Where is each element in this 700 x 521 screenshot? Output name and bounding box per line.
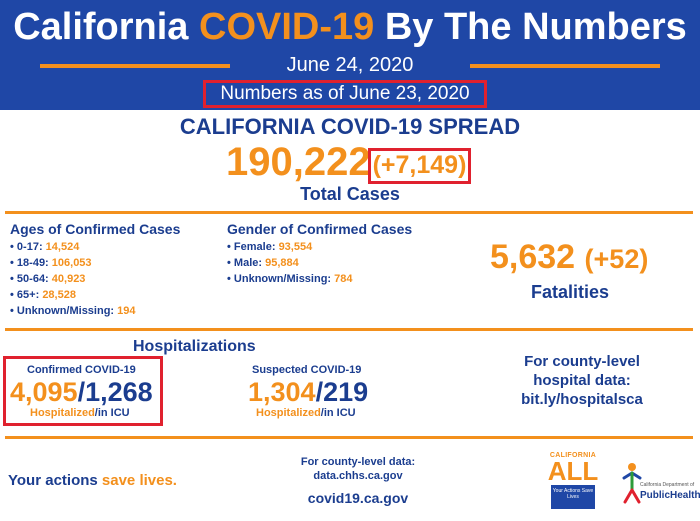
list-item: • 0-17: 14,524 [10,241,80,253]
divider-middle [5,328,693,331]
confirmed-numbers: 4,095/1,268 [10,377,153,407]
county-hospital-line2: hospital data: [533,372,631,389]
california-all-logo-word: ALL [547,456,599,486]
list-item: • Female: 93,554 [227,241,313,253]
total-cases-label: Total Cases [300,184,400,204]
gender-title: Gender of Confirmed Cases [227,221,413,237]
list-item: • Unknown/Missing: 784 [227,273,353,285]
county-hospital-info: For county-level hospital data: bit.ly/h… [496,352,668,409]
california-all-logo-box: Your Actions Save Lives [551,485,595,509]
list-item: • Unknown/Missing: 194 [10,305,136,317]
suspected-numbers: 1,304/219 [248,377,369,407]
list-item: • 65+: 28,528 [10,289,76,301]
header-rule-left [40,64,230,68]
fatalities-number: 5,632 (+52) [490,238,649,276]
fatalities-delta: (+52) [584,244,649,274]
divider-bottom [5,436,693,439]
list-item: • 50-64: 40,923 [10,273,86,285]
as-of-date: Numbers as of June 23, 2020 [203,80,487,108]
county-data-link[interactable]: data.chhs.ca.gov [313,470,403,482]
county-hospital-line1: For county-level [524,353,640,370]
title-suffix: By The Numbers [374,6,687,48]
hospitalizations-title: Hospitalizations [133,338,256,355]
california-all-logo: CALIFORNIA ALL Your Actions Save Lives [547,452,599,512]
header-rule-right [470,64,660,68]
county-data-info: For county-level data: data.chhs.ca.gov [288,455,428,483]
county-data-line1: For county-level data: [300,456,416,468]
page-title: California COVID-19 By The Numbers [0,6,700,49]
title-prefix: California [13,6,199,48]
public-health-figure-icon [622,463,642,504]
covid-site-link[interactable]: covid19.ca.gov [307,490,409,506]
county-hospital-link[interactable]: bit.ly/hospitalsca [521,391,643,408]
divider-top [5,211,693,214]
list-item: • Male: 95,884 [227,257,299,269]
list-item: • 18-49: 106,053 [10,257,92,269]
total-cases-delta: (+7,149) [368,148,471,184]
gender-list: • Female: 93,554 • Male: 95,884 • Unknow… [227,241,353,289]
confirmed-sublabel: Hospitalized/in ICU [30,407,130,419]
suspected-sublabel: Hospitalized/in ICU [256,407,356,419]
public-health-logo-big: PublicHealth [640,490,700,501]
ages-title: Ages of Confirmed Cases [10,221,181,237]
california-all-logo-top: CALIFORNIA [549,452,597,459]
spread-title: CALIFORNIA COVID-19 SPREAD [179,114,521,139]
report-date: June 24, 2020 [286,54,414,76]
suspected-label: Suspected COVID-19 [252,364,362,376]
ages-list: • 0-17: 14,524 • 18-49: 106,053 • 50-64:… [10,241,136,321]
total-cases-number: 190,222 [226,140,371,184]
public-health-logo: California Department of PublicHealth [620,458,700,508]
footer-slogan: Your actions save lives. [8,472,177,489]
header-banner: California COVID-19 By The Numbers June … [0,0,700,110]
confirmed-highlight-box [3,356,163,426]
title-accent: COVID-19 [199,6,375,48]
confirmed-label: Confirmed COVID-19 [27,364,136,376]
public-health-logo-small: California Department of [640,482,695,488]
fatalities-label: Fatalities [531,282,610,302]
